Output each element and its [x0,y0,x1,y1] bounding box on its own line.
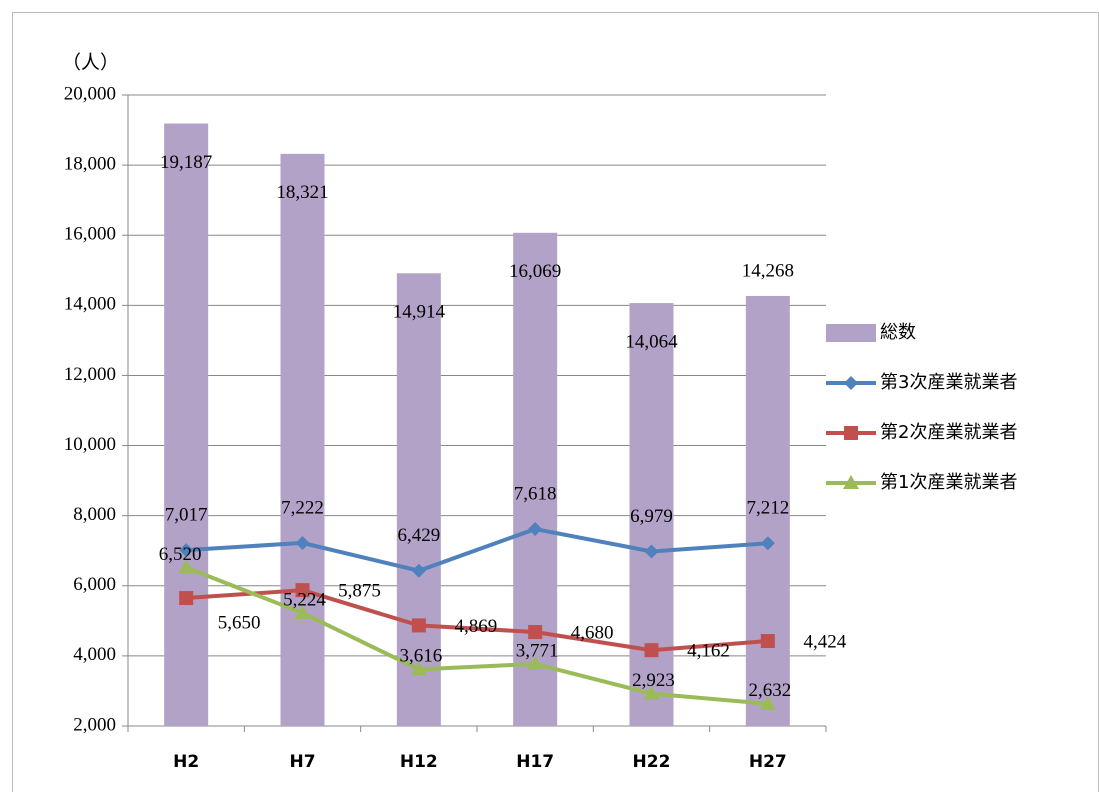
marker [528,625,543,640]
marker [411,618,426,633]
data-label: 4,869 [454,616,497,637]
data-label: 4,680 [571,622,614,643]
data-label: 5,224 [283,589,326,610]
data-label: 3,616 [399,646,442,667]
marker [179,591,194,606]
x-tick-label: H27 [749,752,787,772]
x-tick-label: H12 [400,752,438,772]
data-label: 6,429 [397,525,440,546]
marker [843,475,859,489]
data-label: 7,618 [514,483,557,504]
y-tick-label: 8,000 [73,504,116,525]
y-tick-label: 16,000 [64,224,116,245]
data-label: 7,222 [281,497,324,518]
legend-label: 第3次産業就業者 [880,372,1017,393]
x-tick-label: H7 [289,752,315,772]
marker [760,634,775,649]
y-tick-label: 12,000 [64,364,116,385]
line [185,565,769,706]
marker [295,583,310,598]
marker [527,655,544,670]
marker [528,522,543,537]
data-label: 7,212 [746,498,789,519]
x-tick-label: H22 [633,752,671,772]
data-label: 19,187 [160,152,212,173]
marker [644,643,659,658]
y-tick-label: 2,000 [73,714,116,735]
y-axis-unit: （人） [62,51,119,73]
data-label: 14,268 [742,260,794,281]
legend-label: 第2次産業就業者 [880,422,1017,443]
marker [759,695,776,710]
marker [760,536,775,551]
bar [513,232,558,726]
line [186,526,768,573]
data-label: 14,914 [393,302,446,323]
data-label: 5,875 [338,581,381,602]
data-label: 2,923 [632,670,675,691]
data-label: 6,979 [630,506,673,527]
data-label: 14,064 [625,331,678,352]
x-tick-label: H17 [516,752,554,772]
data-label: 18,321 [276,182,328,203]
legend-label: 総数 [880,322,916,343]
marker [844,376,858,390]
data-label: 3,771 [516,640,559,661]
data-label: 4,424 [803,631,846,652]
y-tick-label: 18,000 [64,153,116,174]
y-tick-label: 20,000 [64,83,116,104]
marker [178,559,195,574]
marker [294,604,311,619]
y-tick-label: 14,000 [64,294,116,315]
marker [410,661,427,676]
bar [745,295,790,726]
bar [396,273,441,726]
data-label: 16,069 [509,261,561,282]
data-label: 6,520 [159,544,202,565]
bar [164,123,209,726]
y-tick-label: 6,000 [73,574,116,595]
data-label: 5,650 [218,612,261,633]
marker [644,544,659,559]
marker [295,535,310,550]
line [186,588,768,653]
legend-swatch [826,324,876,342]
marker [643,685,660,700]
y-tick-label: 4,000 [73,644,116,665]
marker [411,563,426,578]
y-tick-label: 10,000 [64,434,116,455]
data-label: 2,632 [748,680,791,701]
bar [280,153,325,726]
marker [179,543,194,558]
marker [844,426,858,440]
legend-label: 第1次産業就業者 [880,472,1017,493]
data-label: 4,162 [687,641,730,662]
x-tick-label: H2 [173,752,199,772]
data-label: 7,017 [165,504,208,525]
